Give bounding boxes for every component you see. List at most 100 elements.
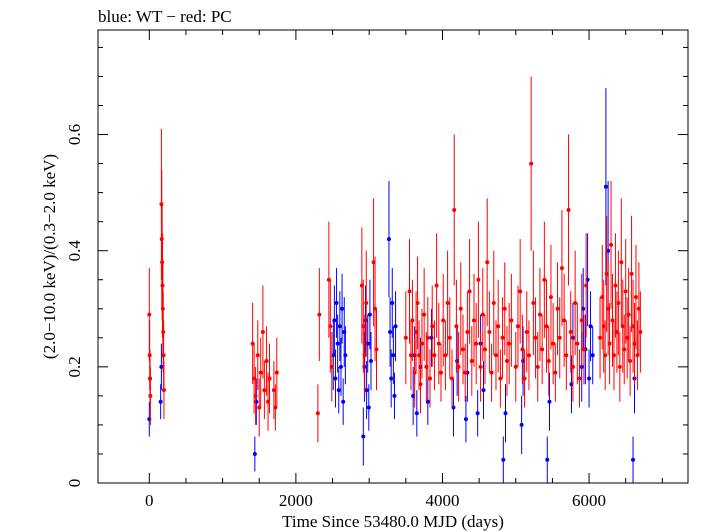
- data-point: [491, 300, 496, 305]
- data-point: [562, 318, 567, 323]
- data-point: [518, 289, 523, 294]
- data-point: [480, 312, 485, 317]
- data-point: [422, 312, 427, 317]
- data-point: [509, 318, 514, 323]
- data-point: [340, 306, 345, 311]
- data-point: [274, 370, 279, 375]
- data-point: [367, 312, 372, 317]
- data-point: [557, 335, 562, 340]
- data-point: [623, 289, 628, 294]
- data-point: [626, 312, 631, 317]
- data-point: [338, 364, 343, 369]
- data-point: [638, 330, 643, 334]
- plot-frame: [97, 29, 689, 484]
- data-point: [542, 277, 547, 282]
- x-tick-label: 0: [145, 491, 154, 510]
- data-point: [548, 295, 553, 300]
- data-point: [588, 324, 593, 329]
- x-axis-label: Time Since 53480.0 MJD (days): [282, 512, 504, 531]
- data-point: [460, 347, 465, 352]
- data-point: [428, 376, 433, 381]
- data-point: [581, 347, 586, 352]
- data-point: [418, 382, 423, 387]
- data-point: [161, 388, 166, 393]
- data-point: [619, 260, 624, 265]
- data-point: [584, 283, 589, 288]
- data-point: [374, 347, 379, 352]
- data-point: [369, 359, 374, 364]
- data-point: [519, 422, 524, 427]
- data-point: [628, 359, 633, 364]
- data-point: [148, 393, 153, 398]
- data-point: [159, 364, 164, 369]
- data-point: [403, 335, 408, 340]
- data-point: [450, 376, 454, 381]
- data-point: [262, 388, 267, 393]
- data-point: [343, 353, 348, 358]
- data-point: [598, 335, 603, 340]
- data-point: [544, 324, 549, 329]
- data-point: [607, 341, 612, 346]
- data-point: [264, 359, 269, 364]
- data-point: [553, 370, 558, 375]
- data-point: [546, 359, 551, 364]
- data-point: [520, 347, 525, 352]
- data-point: [566, 208, 571, 213]
- data-point: [366, 405, 371, 410]
- data-point: [603, 353, 608, 358]
- data-point: [392, 393, 397, 398]
- data-point: [564, 353, 569, 358]
- data-point: [336, 388, 341, 393]
- data-point: [570, 364, 575, 369]
- data-point: [545, 457, 550, 462]
- data-marks: [147, 76, 643, 483]
- data-point: [476, 277, 481, 282]
- data-point: [577, 376, 582, 381]
- data-point: [454, 324, 459, 329]
- x-tick-label: 2000: [279, 491, 313, 510]
- data-point: [587, 376, 592, 381]
- data-point: [258, 370, 263, 375]
- data-point: [531, 300, 536, 305]
- series-wt: [147, 88, 637, 483]
- data-point: [482, 347, 487, 352]
- data-point: [603, 184, 608, 189]
- data-point: [253, 393, 258, 398]
- data-point: [414, 411, 419, 416]
- data-point: [407, 289, 412, 294]
- data-point: [465, 330, 470, 334]
- data-point: [161, 353, 166, 358]
- data-point: [633, 295, 638, 300]
- data-point: [441, 318, 446, 323]
- data-point: [622, 347, 627, 352]
- data-point: [386, 237, 391, 242]
- y-axis-label: (2.0−10.0 keV)/(0.3−2.0 keV): [40, 154, 59, 359]
- data-point: [540, 347, 545, 352]
- data-point: [559, 266, 564, 271]
- data-point: [469, 359, 474, 364]
- data-point: [481, 388, 486, 393]
- data-point: [341, 399, 346, 404]
- x-axis: 0 2000 4000 6000: [145, 30, 663, 510]
- data-point: [425, 335, 430, 340]
- y-axis: 0 0.2 0.4 0.6: [65, 46, 688, 488]
- data-point: [613, 283, 618, 288]
- data-point: [364, 300, 369, 305]
- data-point: [267, 376, 272, 381]
- series-pc: [147, 76, 643, 443]
- y-tick-label: 0: [65, 479, 84, 488]
- data-point: [317, 312, 322, 317]
- data-point: [551, 341, 556, 346]
- data-point: [252, 451, 257, 456]
- data-point: [629, 271, 634, 276]
- data-point: [631, 457, 636, 462]
- data-point: [452, 208, 457, 213]
- data-point: [568, 330, 573, 334]
- data-point: [364, 388, 369, 393]
- data-point: [456, 364, 461, 369]
- data-point: [524, 330, 529, 334]
- data-point: [415, 300, 420, 305]
- data-point: [609, 242, 614, 247]
- data-point: [332, 318, 337, 323]
